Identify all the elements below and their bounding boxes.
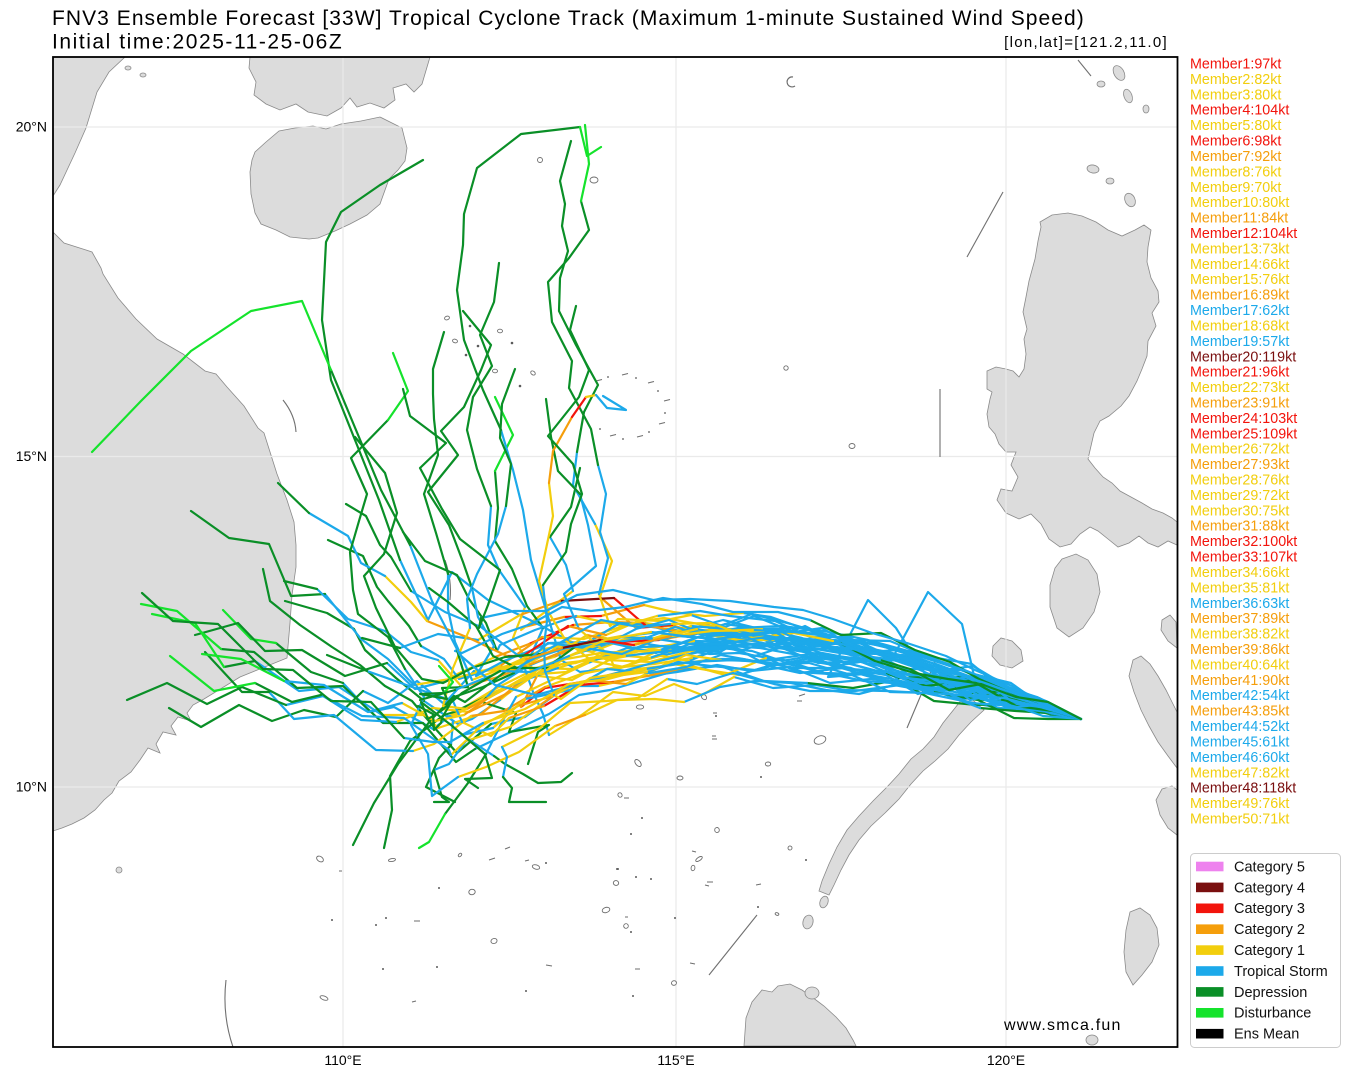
svg-text:Tropical Storm: Tropical Storm	[1234, 964, 1328, 980]
svg-text:www.smca.fun: www.smca.fun	[1003, 1017, 1122, 1034]
svg-text:Category 3: Category 3	[1234, 901, 1305, 917]
svg-text:Member49:76kt: Member49:76kt	[1190, 796, 1289, 812]
svg-text:Member24:103kt: Member24:103kt	[1190, 411, 1297, 427]
svg-text:Category 1: Category 1	[1234, 943, 1305, 959]
svg-text:Disturbance: Disturbance	[1234, 1006, 1311, 1022]
svg-text:Member6:98kt: Member6:98kt	[1190, 134, 1281, 150]
svg-text:Member38:82kt: Member38:82kt	[1190, 627, 1289, 643]
svg-text:Member37:89kt: Member37:89kt	[1190, 611, 1289, 627]
svg-text:Member21:96kt: Member21:96kt	[1190, 365, 1289, 381]
svg-text:Member30:75kt: Member30:75kt	[1190, 503, 1289, 519]
svg-text:Member27:93kt: Member27:93kt	[1190, 457, 1289, 473]
svg-text:20°N: 20°N	[16, 119, 47, 135]
svg-text:Member35:81kt: Member35:81kt	[1190, 580, 1289, 596]
svg-text:Member48:118kt: Member48:118kt	[1190, 781, 1296, 797]
svg-text:10°N: 10°N	[16, 779, 47, 795]
svg-text:Member34:66kt: Member34:66kt	[1190, 565, 1289, 581]
svg-text:Member4:104kt: Member4:104kt	[1190, 103, 1289, 119]
svg-text:Member22:73kt: Member22:73kt	[1190, 380, 1289, 396]
svg-text:Member7:92kt: Member7:92kt	[1190, 149, 1281, 165]
svg-text:Member14:66kt: Member14:66kt	[1190, 257, 1289, 273]
svg-text:Member42:54kt: Member42:54kt	[1190, 688, 1289, 704]
svg-text:Member2:82kt: Member2:82kt	[1190, 72, 1281, 88]
svg-text:Member44:52kt: Member44:52kt	[1190, 719, 1289, 735]
svg-text:Member12:104kt: Member12:104kt	[1190, 226, 1297, 242]
svg-text:110°E: 110°E	[324, 1052, 361, 1068]
svg-text:Member11:84kt: Member11:84kt	[1190, 211, 1288, 227]
svg-text:Member10:80kt: Member10:80kt	[1190, 195, 1289, 211]
svg-text:Member20:119kt: Member20:119kt	[1190, 349, 1296, 365]
svg-text:15°N: 15°N	[16, 448, 47, 464]
svg-text:Member29:72kt: Member29:72kt	[1190, 488, 1289, 504]
svg-text:Member43:85kt: Member43:85kt	[1190, 704, 1289, 720]
svg-text:Member31:88kt: Member31:88kt	[1190, 519, 1289, 535]
svg-text:Member5:80kt: Member5:80kt	[1190, 118, 1281, 134]
svg-text:Member50:71kt: Member50:71kt	[1190, 812, 1289, 828]
svg-text:120°E: 120°E	[987, 1052, 1025, 1068]
svg-text:Member17:62kt: Member17:62kt	[1190, 303, 1289, 319]
svg-text:Member25:109kt: Member25:109kt	[1190, 426, 1297, 442]
svg-text:Member13:73kt: Member13:73kt	[1190, 241, 1289, 257]
svg-text:Member26:72kt: Member26:72kt	[1190, 442, 1289, 458]
svg-text:Initial time:2025-11-25-06Z: Initial time:2025-11-25-06Z	[52, 31, 343, 54]
svg-text:Ens Mean: Ens Mean	[1234, 1027, 1299, 1043]
svg-text:[lon,lat]=[121.2,11.0]: [lon,lat]=[121.2,11.0]	[1004, 34, 1168, 51]
svg-text:Member36:63kt: Member36:63kt	[1190, 596, 1289, 612]
svg-text:Member33:107kt: Member33:107kt	[1190, 550, 1297, 566]
svg-text:Member1:97kt: Member1:97kt	[1190, 57, 1281, 73]
svg-text:Member39:86kt: Member39:86kt	[1190, 642, 1289, 658]
svg-text:Category 5: Category 5	[1234, 859, 1305, 875]
svg-text:Member45:61kt: Member45:61kt	[1190, 735, 1289, 751]
svg-text:Member18:68kt: Member18:68kt	[1190, 318, 1289, 334]
svg-text:115°E: 115°E	[657, 1052, 694, 1068]
svg-text:Member3:80kt: Member3:80kt	[1190, 87, 1281, 103]
svg-text:Member28:76kt: Member28:76kt	[1190, 473, 1289, 489]
svg-text:Member9:70kt: Member9:70kt	[1190, 180, 1281, 196]
svg-text:Member40:64kt: Member40:64kt	[1190, 657, 1289, 673]
svg-text:Member41:90kt: Member41:90kt	[1190, 673, 1289, 689]
svg-text:Member46:60kt: Member46:60kt	[1190, 750, 1289, 766]
svg-text:FNV3 Ensemble Forecast [33W] T: FNV3 Ensemble Forecast [33W] Tropical Cy…	[52, 7, 1085, 30]
svg-text:Depression: Depression	[1234, 985, 1307, 1001]
svg-text:Member16:89kt: Member16:89kt	[1190, 288, 1289, 304]
svg-text:Member32:100kt: Member32:100kt	[1190, 534, 1297, 550]
svg-text:Member8:76kt: Member8:76kt	[1190, 164, 1281, 180]
svg-text:Member19:57kt: Member19:57kt	[1190, 334, 1289, 350]
svg-text:Category 4: Category 4	[1234, 880, 1305, 896]
svg-text:Member47:82kt: Member47:82kt	[1190, 765, 1289, 781]
svg-text:Member15:76kt: Member15:76kt	[1190, 272, 1289, 288]
svg-text:Category 2: Category 2	[1234, 922, 1305, 938]
svg-text:Member23:91kt: Member23:91kt	[1190, 396, 1289, 412]
